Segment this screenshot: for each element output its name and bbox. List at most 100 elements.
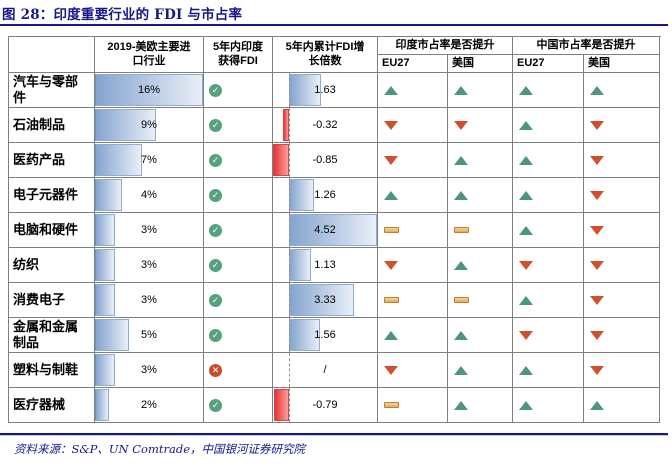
import-share-bar	[95, 109, 156, 141]
table-row: 石油制品 9% ✓ -0.32	[9, 108, 661, 143]
fdi-growth-bar	[289, 214, 377, 246]
up-triangle-icon	[384, 85, 398, 95]
industry-label: 医疗器械	[9, 388, 95, 423]
india-eu27-cell	[378, 248, 448, 283]
down-triangle-icon	[590, 260, 604, 270]
fdi-growth-value: 3.33	[314, 294, 336, 306]
import-share-bar	[95, 284, 116, 316]
import-share-bar	[95, 249, 116, 281]
industry-label: 纺织	[9, 248, 95, 283]
zero-axis-line	[289, 388, 291, 422]
fdi-received-cell: ✓	[204, 73, 273, 108]
title-divider	[0, 24, 668, 26]
india-eu27-cell	[378, 318, 448, 353]
header-india-share-group: 印度市占率是否提升	[378, 37, 513, 55]
zero-axis-line	[289, 248, 291, 282]
zero-axis-line	[289, 353, 291, 387]
china-eu27-cell	[513, 248, 584, 283]
fdi-growth-value: 1.26	[314, 189, 336, 201]
up-triangle-icon	[454, 85, 468, 95]
up-triangle-icon	[454, 365, 468, 375]
import-share-bar	[95, 144, 143, 176]
industry-label: 塑料与制鞋	[9, 353, 95, 388]
down-triangle-icon	[384, 155, 398, 165]
import-share-cell: 3%	[95, 283, 204, 318]
up-triangle-icon	[384, 330, 398, 340]
up-triangle-icon	[519, 295, 533, 305]
check-icon: ✓	[209, 223, 222, 237]
china-us-cell	[584, 213, 660, 248]
fdi-received-cell: ✓	[204, 248, 273, 283]
import-share-bar	[95, 214, 116, 246]
china-us-cell	[584, 283, 660, 318]
china-eu27-cell	[513, 353, 584, 388]
china-us-cell	[584, 178, 660, 213]
import-share-value: 3%	[141, 364, 157, 376]
fdi-growth-bar	[289, 179, 314, 211]
india-us-cell	[448, 318, 513, 353]
source-note: 资料来源：S&P、UN Comtrade，中国银河证券研究院	[14, 442, 306, 456]
up-triangle-icon	[519, 400, 533, 410]
fdi-growth-cell: -0.79	[273, 388, 378, 423]
check-icon: ✓	[209, 153, 222, 167]
fdi-received-cell: ✓	[204, 178, 273, 213]
check-icon: ✓	[209, 258, 222, 272]
import-share-cell: 9%	[95, 108, 204, 143]
up-triangle-icon	[454, 330, 468, 340]
fdi-growth-bar	[289, 284, 354, 316]
table-row: 金属和金属制品 5% ✓ 1.56	[9, 318, 661, 353]
import-share-cell: 16%	[95, 73, 204, 108]
industry-label: 消费电子	[9, 283, 95, 318]
import-share-value: 5%	[141, 329, 157, 341]
fdi-received-cell: ✓	[204, 388, 273, 423]
down-triangle-icon	[590, 120, 604, 130]
check-icon: ✓	[209, 118, 222, 132]
flat-dash-icon	[384, 227, 399, 233]
check-icon: ✓	[209, 328, 222, 342]
fdi-growth-value: 1.13	[314, 259, 336, 271]
up-triangle-icon	[519, 190, 533, 200]
import-share-cell: 3%	[95, 353, 204, 388]
header-china-us: 美国	[584, 55, 660, 73]
china-us-cell	[584, 73, 660, 108]
import-share-cell: 3%	[95, 248, 204, 283]
fdi-growth-bar	[274, 389, 290, 421]
india-us-cell	[448, 353, 513, 388]
fdi-received-cell: ✕	[204, 353, 273, 388]
china-us-cell	[584, 143, 660, 178]
fdi-growth-value: 1.63	[314, 84, 336, 96]
india-us-cell	[448, 213, 513, 248]
table-row: 塑料与制鞋 3% ✕ /	[9, 353, 661, 388]
table-body: 汽车与零部件 16% ✓ 1.63 石油制品 9% ✓ -0.32 医药产品 7% ✓ -0.85 电子…	[9, 73, 661, 423]
china-us-cell	[584, 353, 660, 388]
header-import-share: 2019-美欧主要进 口行业	[95, 37, 204, 73]
header-fdi-received: 5年内印度 获得FDI	[204, 37, 273, 73]
down-triangle-icon	[590, 225, 604, 235]
china-us-cell	[584, 248, 660, 283]
zero-axis-line	[289, 143, 291, 177]
china-us-cell	[584, 388, 660, 423]
flat-dash-icon	[384, 297, 399, 303]
india-eu27-cell	[378, 73, 448, 108]
up-triangle-icon	[519, 155, 533, 165]
check-icon: ✓	[209, 293, 222, 307]
fdi-received-cell: ✓	[204, 143, 273, 178]
china-eu27-cell	[513, 143, 584, 178]
table-row: 消费电子 3% ✓ 3.33	[9, 283, 661, 318]
down-triangle-icon	[590, 190, 604, 200]
india-us-cell	[448, 388, 513, 423]
import-share-value: 3%	[141, 294, 157, 306]
india-eu27-cell	[378, 108, 448, 143]
fdi-growth-cell: 1.56	[273, 318, 378, 353]
fdi-market-share-table: 2019-美欧主要进 口行业 5年内印度 获得FDI 5年内累计FDI增 长倍数…	[8, 36, 661, 423]
table-header: 2019-美欧主要进 口行业 5年内印度 获得FDI 5年内累计FDI增 长倍数…	[9, 37, 661, 73]
header-india-us: 美国	[448, 55, 513, 73]
import-share-bar	[95, 354, 116, 386]
fdi-growth-cell: 1.26	[273, 178, 378, 213]
fdi-growth-bar	[283, 109, 290, 141]
india-eu27-cell	[378, 178, 448, 213]
industry-label: 电脑和硬件	[9, 213, 95, 248]
import-share-bar	[95, 74, 203, 106]
header-fdi-growth: 5年内累计FDI增 长倍数	[273, 37, 378, 73]
fdi-growth-cell: -0.85	[273, 143, 378, 178]
